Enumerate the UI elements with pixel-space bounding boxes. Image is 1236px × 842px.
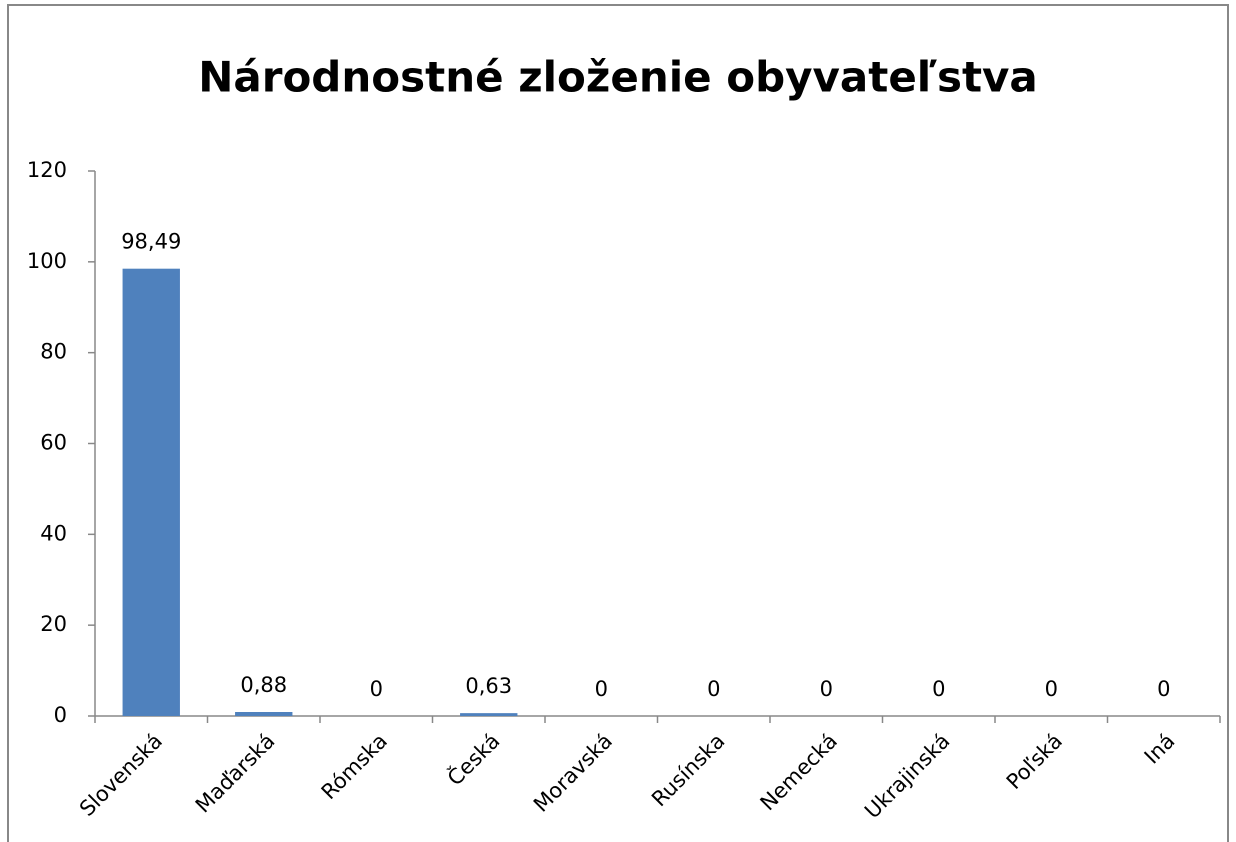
data-label: 0 [595, 677, 608, 701]
chart-frame [7, 4, 1229, 842]
y-tick-label: 80 [40, 340, 67, 364]
y-tick-label: 20 [40, 612, 67, 636]
data-label: 0 [932, 677, 945, 701]
y-tick-label: 40 [40, 521, 67, 545]
y-tick-label: 60 [40, 431, 67, 455]
data-label: 0,63 [465, 674, 512, 698]
data-label: 0,88 [240, 673, 287, 697]
data-label: 0 [820, 677, 833, 701]
bar [235, 712, 293, 716]
y-tick-label: 0 [54, 703, 67, 727]
data-label: 98,49 [121, 230, 181, 254]
data-label: 0 [1045, 677, 1058, 701]
y-tick-label: 120 [27, 158, 67, 182]
data-label: 0 [370, 677, 383, 701]
y-tick-label: 100 [27, 249, 67, 273]
data-label: 0 [1157, 677, 1170, 701]
bar [122, 268, 180, 716]
bar [460, 713, 518, 716]
chart-title: Národnostné zloženie obyvateľstva [198, 53, 1038, 102]
data-label: 0 [707, 677, 720, 701]
